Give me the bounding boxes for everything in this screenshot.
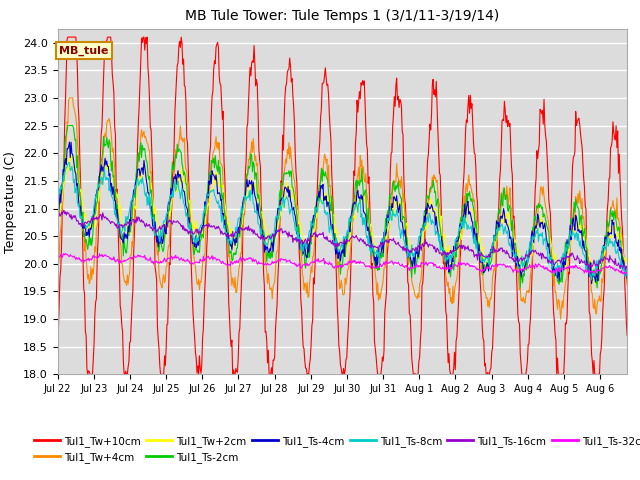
- Y-axis label: Temperature (C): Temperature (C): [4, 151, 17, 252]
- Legend: Tul1_Tw+10cm, Tul1_Tw+4cm, Tul1_Tw+2cm, Tul1_Ts-2cm, Tul1_Ts-4cm, Tul1_Ts-8cm, T: Tul1_Tw+10cm, Tul1_Tw+4cm, Tul1_Tw+2cm, …: [29, 432, 640, 467]
- Title: MB Tule Tower: Tule Temps 1 (3/1/11-3/19/14): MB Tule Tower: Tule Temps 1 (3/1/11-3/19…: [185, 10, 500, 24]
- Text: MB_tule: MB_tule: [59, 46, 109, 56]
